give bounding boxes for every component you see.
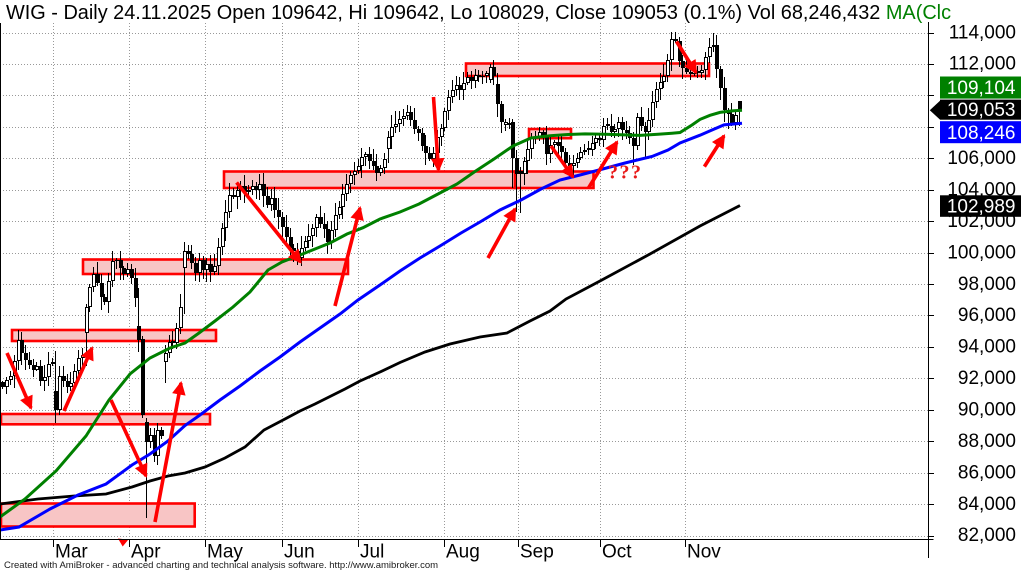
svg-text:88,000: 88,000 — [958, 431, 1016, 452]
svg-text:Nov: Nov — [687, 542, 721, 563]
svg-text:109,104: 109,104 — [947, 78, 1016, 99]
svg-text:108,246: 108,246 — [947, 123, 1016, 144]
svg-text:WIG - Daily 24.11.2025 Open 10: WIG - Daily 24.11.2025 Open 109642, Hi 1… — [6, 2, 951, 24]
svg-text:98,000: 98,000 — [958, 274, 1016, 295]
svg-text:114,000: 114,000 — [949, 22, 1016, 43]
svg-text:Oct: Oct — [602, 542, 632, 563]
svg-text:86,000: 86,000 — [958, 462, 1016, 483]
svg-text:100,000: 100,000 — [947, 242, 1016, 263]
svg-text:Created with AmiBroker - advan: Created with AmiBroker - advanced charti… — [4, 560, 438, 571]
svg-text:Sep: Sep — [520, 542, 554, 563]
svg-text:Apr: Apr — [131, 542, 161, 563]
svg-text:94,000: 94,000 — [958, 337, 1016, 358]
svg-text:Jun: Jun — [284, 542, 315, 563]
svg-text:Mar: Mar — [55, 542, 88, 563]
svg-text:???: ??? — [608, 162, 643, 184]
svg-text:May: May — [207, 542, 243, 563]
svg-text:Jul: Jul — [360, 542, 384, 563]
svg-text:Aug: Aug — [446, 542, 480, 563]
svg-text:112,000: 112,000 — [949, 54, 1016, 75]
svg-text:109,053: 109,053 — [947, 100, 1016, 121]
svg-text:102,989: 102,989 — [947, 196, 1016, 217]
svg-text:84,000: 84,000 — [958, 494, 1016, 515]
svg-text:104,000: 104,000 — [947, 180, 1016, 201]
svg-text:90,000: 90,000 — [958, 400, 1016, 421]
svg-text:96,000: 96,000 — [958, 305, 1016, 326]
svg-text:92,000: 92,000 — [958, 368, 1016, 389]
svg-text:106,000: 106,000 — [947, 148, 1016, 169]
svg-text:82,000: 82,000 — [958, 525, 1016, 546]
